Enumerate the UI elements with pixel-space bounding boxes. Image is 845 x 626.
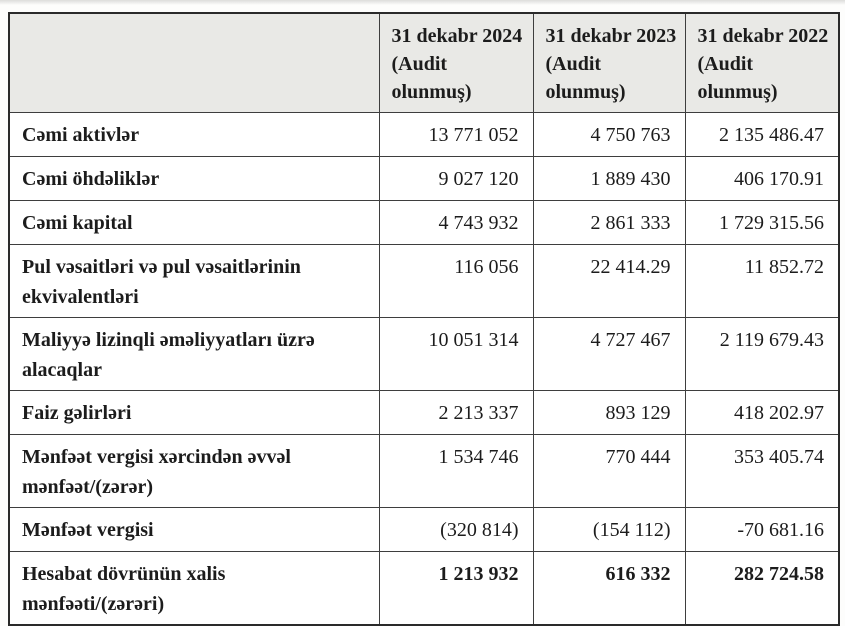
row-value-2023: 1 889 430 bbox=[532, 156, 686, 201]
row-value-2023: 893 129 bbox=[532, 390, 686, 435]
row-value-2023: 4 727 467 bbox=[532, 317, 686, 391]
row-label: Cəmi aktivlər bbox=[8, 112, 380, 157]
table-row: Cəmi kapital 4 743 932 2 861 333 1 729 3… bbox=[8, 200, 840, 245]
row-value-2022: -70 681.16 bbox=[684, 507, 840, 552]
table-row: Mənfəət vergisi (320 814) (154 112) -70 … bbox=[8, 507, 840, 552]
table-body: Cəmi aktivlər 13 771 052 4 750 763 2 135… bbox=[8, 112, 840, 626]
table-row: Cəmi öhdəliklər 9 027 120 1 889 430 406 … bbox=[8, 156, 840, 201]
row-value-2023: 4 750 763 bbox=[532, 112, 686, 157]
row-label: Mənfəət vergisi xərcindən əvvəl mənfəət/… bbox=[8, 434, 380, 508]
row-value-2023: 22 414.29 bbox=[532, 244, 686, 318]
row-value-2023: 770 444 bbox=[532, 434, 686, 508]
financial-statement-table: 31 dekabr 2024 (Audit olunmuş) 31 dekabr… bbox=[8, 12, 840, 626]
row-value-2024: 116 056 bbox=[378, 244, 534, 318]
row-value-2024: 2 213 337 bbox=[378, 390, 534, 435]
header-cell-empty bbox=[8, 12, 380, 113]
header-date-2023: 31 dekabr 2023 bbox=[545, 25, 677, 47]
row-value-2024: (320 814) bbox=[378, 507, 534, 552]
row-label: Faiz gəlirləri bbox=[8, 390, 380, 435]
row-value-2024: 1 213 932 bbox=[378, 551, 534, 626]
header-cell-2024: 31 dekabr 2024 (Audit olunmuş) bbox=[378, 12, 534, 113]
row-value-2022: 11 852.72 bbox=[684, 244, 840, 318]
row-value-2024: 13 771 052 bbox=[378, 112, 534, 157]
row-label: Cəmi kapital bbox=[8, 200, 380, 245]
table-header: 31 dekabr 2024 (Audit olunmuş) 31 dekabr… bbox=[8, 12, 840, 113]
header-note-2022: (Audit olunmuş) bbox=[697, 53, 778, 103]
row-value-2022: 406 170.91 bbox=[684, 156, 840, 201]
row-label: Hesabat dövrünün xalis mənfəəti/(zərəri) bbox=[8, 551, 380, 626]
row-value-2023: 2 861 333 bbox=[532, 200, 686, 245]
row-value-2023: (154 112) bbox=[532, 507, 686, 552]
table-row: Cəmi aktivlər 13 771 052 4 750 763 2 135… bbox=[8, 112, 840, 157]
header-note-2024: (Audit olunmuş) bbox=[391, 53, 472, 103]
row-value-2024: 10 051 314 bbox=[378, 317, 534, 391]
table-row: Faiz gəlirləri 2 213 337 893 129 418 202… bbox=[8, 390, 840, 435]
table-row-total: Hesabat dövrünün xalis mənfəəti/(zərəri)… bbox=[8, 551, 840, 626]
row-value-2022: 418 202.97 bbox=[684, 390, 840, 435]
scan-artifact-top bbox=[0, 0, 845, 5]
row-value-2023: 616 332 bbox=[532, 551, 686, 626]
header-date-2024: 31 dekabr 2024 bbox=[391, 25, 523, 47]
row-value-2022: 282 724.58 bbox=[684, 551, 840, 626]
row-value-2024: 4 743 932 bbox=[378, 200, 534, 245]
table-row: Maliyyə lizinqli əməliyyatları üzrə alac… bbox=[8, 317, 840, 391]
row-label: Mənfəət vergisi bbox=[8, 507, 380, 552]
header-cell-2023: 31 dekabr 2023 (Audit olunmuş) bbox=[532, 12, 686, 113]
row-value-2022: 353 405.74 bbox=[684, 434, 840, 508]
row-value-2024: 9 027 120 bbox=[378, 156, 534, 201]
table-row: Pul vəsaitləri və pul vəsaitlərinin ekvi… bbox=[8, 244, 840, 318]
row-value-2024: 1 534 746 bbox=[378, 434, 534, 508]
header-cell-2022: 31 dekabr 2022 (Audit olunmuş) bbox=[684, 12, 840, 113]
row-value-2022: 2 135 486.47 bbox=[684, 112, 840, 157]
header-note-2023: (Audit olunmuş) bbox=[545, 53, 626, 103]
row-label: Maliyyə lizinqli əməliyyatları üzrə alac… bbox=[8, 317, 380, 391]
row-label: Cəmi öhdəliklər bbox=[8, 156, 380, 201]
row-label: Pul vəsaitləri və pul vəsaitlərinin ekvi… bbox=[8, 244, 380, 318]
header-row: 31 dekabr 2024 (Audit olunmuş) 31 dekabr… bbox=[8, 12, 840, 113]
table-row: Mənfəət vergisi xərcindən əvvəl mənfəət/… bbox=[8, 434, 840, 508]
row-value-2022: 2 119 679.43 bbox=[684, 317, 840, 391]
row-value-2022: 1 729 315.56 bbox=[684, 200, 840, 245]
header-date-2022: 31 dekabr 2022 bbox=[697, 25, 829, 47]
